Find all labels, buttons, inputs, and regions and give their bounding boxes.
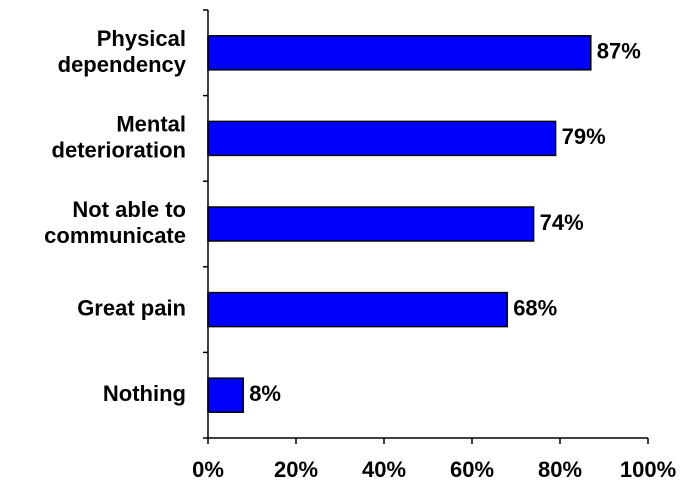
bar	[207, 291, 508, 328]
x-tick-label: 100%	[620, 457, 676, 482]
bar	[207, 35, 592, 71]
y-tick-label: Physical dependency	[58, 26, 187, 77]
x-tick-label: 60%	[450, 457, 494, 482]
value-label: 8%	[249, 381, 281, 406]
bar	[207, 206, 535, 242]
value-label: 79%	[562, 124, 606, 149]
y-tick-label: Mental deterioration	[52, 111, 186, 162]
x-tick-label: 0%	[192, 457, 224, 482]
y-tick-label: Great pain	[77, 295, 186, 320]
x-tick-label: 40%	[362, 457, 406, 482]
value-label: 68%	[513, 295, 557, 320]
value-label: 74%	[540, 210, 584, 235]
y-tick-label: Nothing	[103, 381, 186, 406]
x-tick-label: 80%	[538, 457, 582, 482]
y-tick-label: Not able to communicate	[44, 197, 186, 248]
bar	[207, 377, 244, 413]
x-tick-label: 20%	[274, 457, 318, 482]
bar	[207, 120, 557, 157]
value-label: 87%	[597, 39, 641, 64]
